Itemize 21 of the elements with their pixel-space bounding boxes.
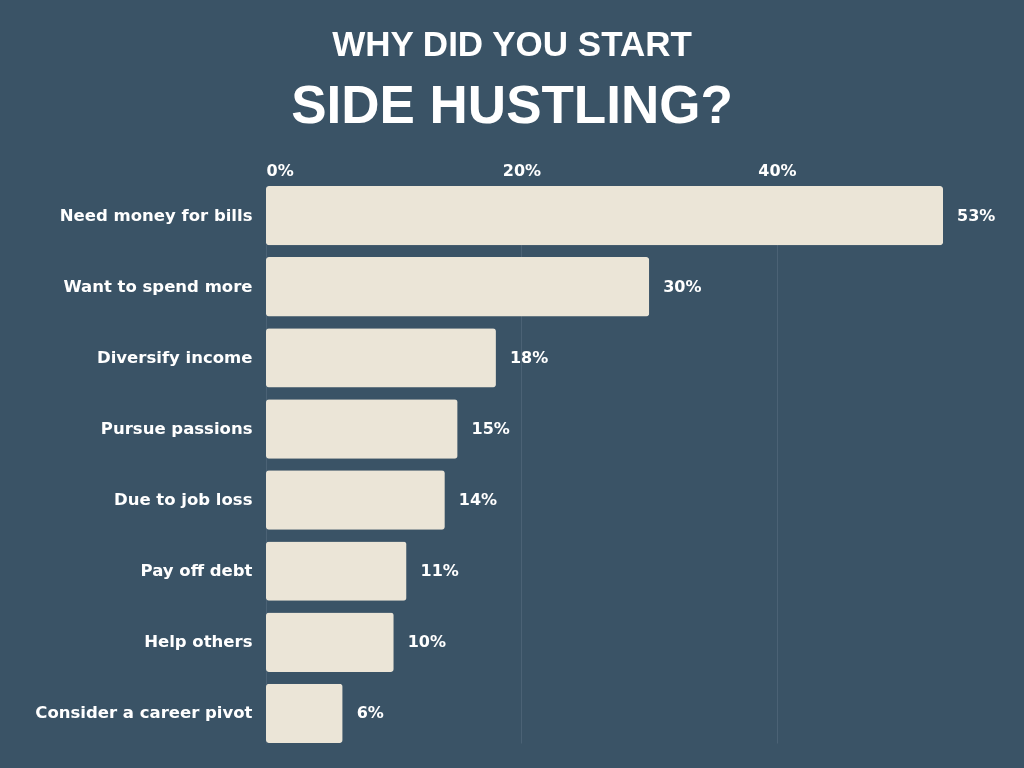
- data-label: 11%: [420, 561, 459, 581]
- y-tick-label: Pay off debt: [140, 561, 253, 581]
- y-tick-label: Pursue passions: [100, 418, 253, 438]
- data-label: 6%: [356, 703, 384, 723]
- data-label: 15%: [471, 418, 510, 438]
- data-label: 14%: [458, 490, 498, 510]
- y-tick-label: Want to spend more: [63, 276, 253, 296]
- data-label: 53%: [957, 205, 996, 225]
- data-label: 18%: [509, 347, 549, 367]
- chart-title: WHY DID YOU START: [332, 24, 692, 63]
- data-label: 30%: [663, 276, 702, 296]
- y-tick-label: Due to job loss: [113, 490, 253, 510]
- x-tick-label: 20%: [502, 160, 542, 180]
- x-tick-label: 40%: [758, 160, 797, 180]
- chart-subtitle: SIDE HUSTLING?: [291, 75, 733, 134]
- y-tick-label: Diversify income: [97, 347, 253, 367]
- y-tick-label: Need money for bills: [59, 205, 253, 225]
- x-tick-label: 0%: [266, 160, 294, 180]
- y-tick-label: Help others: [144, 632, 253, 652]
- y-tick-label: Consider a career pivot: [35, 703, 253, 723]
- data-label: 10%: [407, 632, 447, 652]
